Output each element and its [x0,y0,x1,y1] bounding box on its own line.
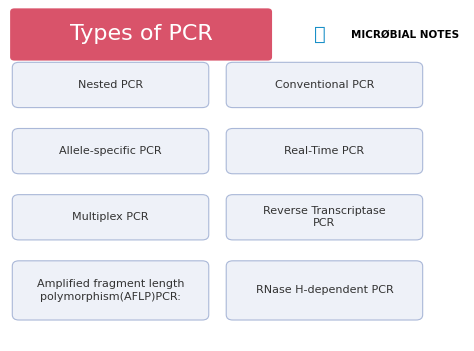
Text: Real-Time PCR: Real-Time PCR [284,146,365,156]
FancyBboxPatch shape [12,195,209,240]
FancyBboxPatch shape [10,8,272,61]
FancyBboxPatch shape [12,261,209,320]
FancyBboxPatch shape [12,128,209,174]
Text: Reverse Transcriptase
PCR: Reverse Transcriptase PCR [263,206,386,229]
Text: 🔬: 🔬 [314,25,326,44]
FancyBboxPatch shape [226,128,423,174]
Text: RNase H-dependent PCR: RNase H-dependent PCR [255,285,393,296]
FancyBboxPatch shape [226,62,423,108]
Text: Multiplex PCR: Multiplex PCR [72,212,149,222]
Text: Allele-specific PCR: Allele-specific PCR [59,146,162,156]
FancyBboxPatch shape [226,195,423,240]
Text: Amplified fragment length
polymorphism(AFLP)PCR:: Amplified fragment length polymorphism(A… [37,279,184,302]
Text: Nested PCR: Nested PCR [78,80,143,90]
FancyBboxPatch shape [12,62,209,108]
Text: MICRØBIAL NOTES: MICRØBIAL NOTES [351,29,459,39]
Text: Types of PCR: Types of PCR [70,25,212,45]
Text: Conventional PCR: Conventional PCR [275,80,374,90]
FancyBboxPatch shape [226,261,423,320]
